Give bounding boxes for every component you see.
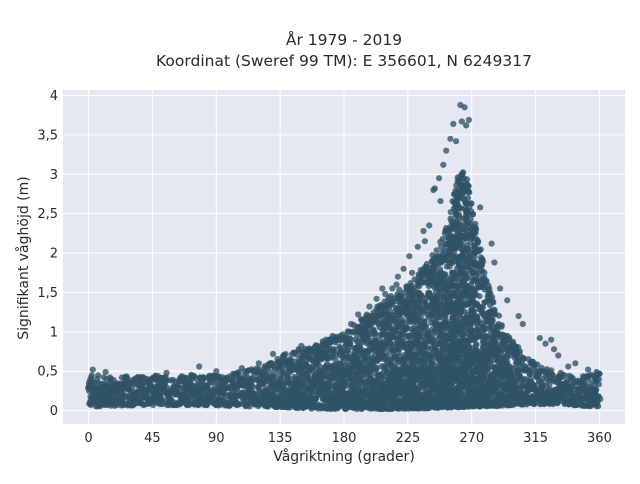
data-point — [162, 377, 168, 383]
data-point — [486, 286, 492, 292]
data-point — [476, 293, 482, 299]
data-point — [473, 341, 479, 347]
data-point — [507, 364, 513, 370]
data-point — [468, 200, 474, 206]
data-point — [490, 299, 496, 305]
data-point — [89, 372, 95, 378]
data-point — [443, 316, 449, 322]
data-point — [249, 383, 255, 389]
data-point — [470, 211, 476, 217]
data-point — [466, 183, 472, 189]
data-point — [95, 372, 101, 378]
data-point — [186, 402, 192, 408]
data-point — [479, 257, 485, 263]
data-point — [481, 270, 487, 276]
data-point — [464, 176, 470, 182]
data-point — [475, 239, 481, 245]
data-point — [489, 317, 495, 323]
chart-title-line1: År 1979 - 2019 — [286, 30, 402, 49]
data-point — [465, 195, 471, 201]
data-point — [517, 348, 523, 354]
data-point — [485, 365, 491, 371]
data-point — [373, 364, 379, 370]
data-point — [478, 246, 484, 252]
data-point — [496, 313, 502, 319]
data-point — [479, 262, 485, 268]
data-point — [283, 351, 289, 357]
data-point — [418, 292, 424, 298]
data-point — [396, 349, 402, 355]
data-point — [471, 308, 477, 314]
chart-title-line2: Koordinat (Sweref 99 TM): E 356601, N 62… — [156, 52, 532, 70]
data-point — [498, 324, 504, 330]
data-point — [466, 189, 472, 195]
data-point — [472, 230, 478, 236]
